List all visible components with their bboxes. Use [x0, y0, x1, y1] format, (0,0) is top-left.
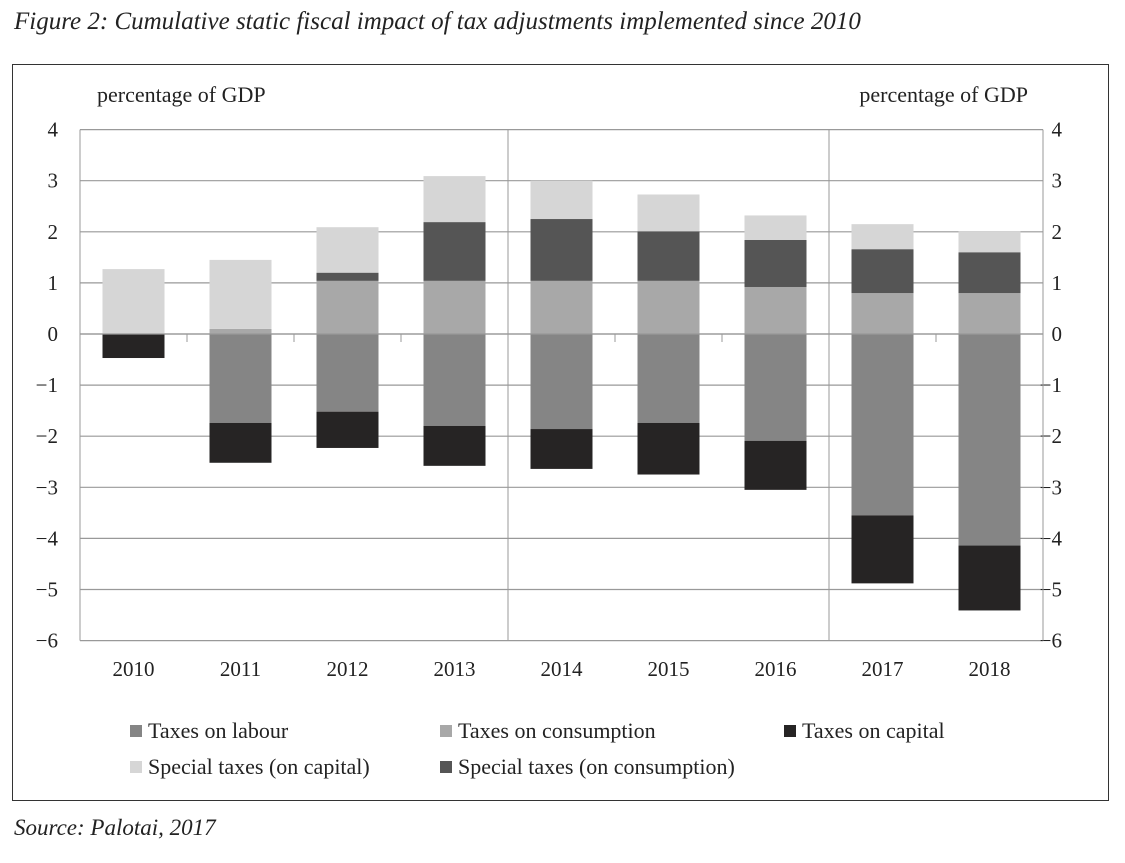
bar-segment — [851, 334, 914, 516]
bar-segment — [744, 440, 807, 490]
y-tick-label-left: −6 — [36, 629, 58, 653]
bar-segment — [423, 280, 486, 334]
bar-segment — [851, 515, 914, 584]
bar-segment — [102, 269, 165, 334]
bar-segment — [851, 224, 914, 250]
y-tick-label-left: −5 — [36, 578, 58, 602]
bar-segment — [316, 411, 379, 448]
legend-label: Taxes on capital — [802, 718, 945, 743]
y-tick-label-right: 4 — [1052, 118, 1063, 142]
legend-swatch — [130, 725, 142, 737]
y-tick-label-right: 0 — [1052, 322, 1063, 346]
bar-segment — [958, 293, 1021, 334]
legend-label: Special taxes (on consumption) — [458, 754, 735, 779]
bar-segment — [744, 215, 807, 240]
y-tick-label-left: 4 — [48, 118, 59, 142]
legend-label: Taxes on consumption — [458, 718, 656, 743]
bar-segment — [958, 334, 1021, 546]
bar-segment — [530, 334, 593, 430]
legend-swatch — [784, 725, 796, 737]
legend-label: Taxes on labour — [148, 718, 289, 743]
bar-segment — [423, 222, 486, 281]
y-tick-label-right: −6 — [1040, 629, 1062, 653]
bar-segment — [530, 280, 593, 334]
x-tick-label: 2012 — [327, 657, 369, 681]
y-tick-label-left: −4 — [36, 526, 59, 550]
y-tick-label-right: −2 — [1040, 424, 1062, 448]
x-tick-label: 2014 — [541, 657, 584, 681]
bar-segment — [530, 219, 593, 281]
bar-segment — [637, 231, 700, 281]
bar-segment — [958, 231, 1021, 253]
bar-segment — [637, 422, 700, 475]
legend-swatch — [130, 761, 142, 773]
bar-segment — [102, 334, 165, 359]
chart-frame — [12, 64, 1109, 801]
bar-segment — [423, 334, 486, 426]
y-tick-label-right: 3 — [1052, 169, 1063, 193]
bar-segment — [530, 180, 593, 220]
y-tick-label-right: 2 — [1052, 220, 1063, 244]
bar-segment — [851, 293, 914, 334]
y-tick-label-right: −4 — [1040, 526, 1063, 550]
legend-label: Special taxes (on capital) — [148, 754, 370, 779]
y-tick-label-right: 1 — [1052, 271, 1063, 295]
y-tick-label-right: −1 — [1040, 373, 1062, 397]
bar-segment — [958, 252, 1021, 294]
bar-segment — [744, 334, 807, 441]
bar-segment — [744, 286, 807, 334]
source-note: Source: Palotai, 2017 — [14, 815, 216, 840]
bar-segment — [637, 334, 700, 423]
legend-swatch — [440, 725, 452, 737]
bar-segment — [209, 334, 272, 423]
x-tick-label: 2010 — [113, 657, 155, 681]
y-tick-label-right: −3 — [1040, 475, 1062, 499]
x-tick-label: 2011 — [220, 657, 261, 681]
bar-segment — [423, 425, 486, 466]
y-tick-label-right: −5 — [1040, 578, 1062, 602]
bar-segment — [851, 249, 914, 294]
y-tick-label-left: −3 — [36, 475, 58, 499]
bar-segment — [209, 259, 272, 329]
y-axis-label-right: percentage of GDP — [859, 82, 1028, 107]
x-tick-label: 2013 — [434, 657, 476, 681]
y-tick-label-left: 1 — [48, 271, 59, 295]
x-tick-label: 2017 — [862, 657, 904, 681]
y-axis-label-left: percentage of GDP — [97, 82, 266, 107]
bar-segment — [637, 280, 700, 334]
x-tick-label: 2015 — [648, 657, 690, 681]
bar-segment — [530, 429, 593, 469]
x-tick-label: 2016 — [755, 657, 797, 681]
y-tick-label-left: 2 — [48, 220, 59, 244]
y-tick-label-left: 0 — [48, 322, 59, 346]
bar-segment — [316, 334, 379, 412]
y-tick-label-left: −1 — [36, 373, 58, 397]
bar-segment — [209, 328, 272, 334]
bar-segment — [637, 194, 700, 232]
bar-segment — [316, 280, 379, 334]
bar-segment — [744, 239, 807, 287]
y-tick-label-left: 3 — [48, 169, 59, 193]
bar-segment — [209, 422, 272, 463]
bar-segment — [423, 176, 486, 223]
bar-segment — [316, 227, 379, 273]
x-tick-label: 2018 — [969, 657, 1011, 681]
chart-title: Figure 2: Cumulative static fiscal impac… — [14, 8, 861, 35]
bar-segment — [958, 545, 1021, 611]
legend-swatch — [440, 761, 452, 773]
y-tick-label-left: −2 — [36, 424, 58, 448]
bar-segment — [316, 272, 379, 281]
